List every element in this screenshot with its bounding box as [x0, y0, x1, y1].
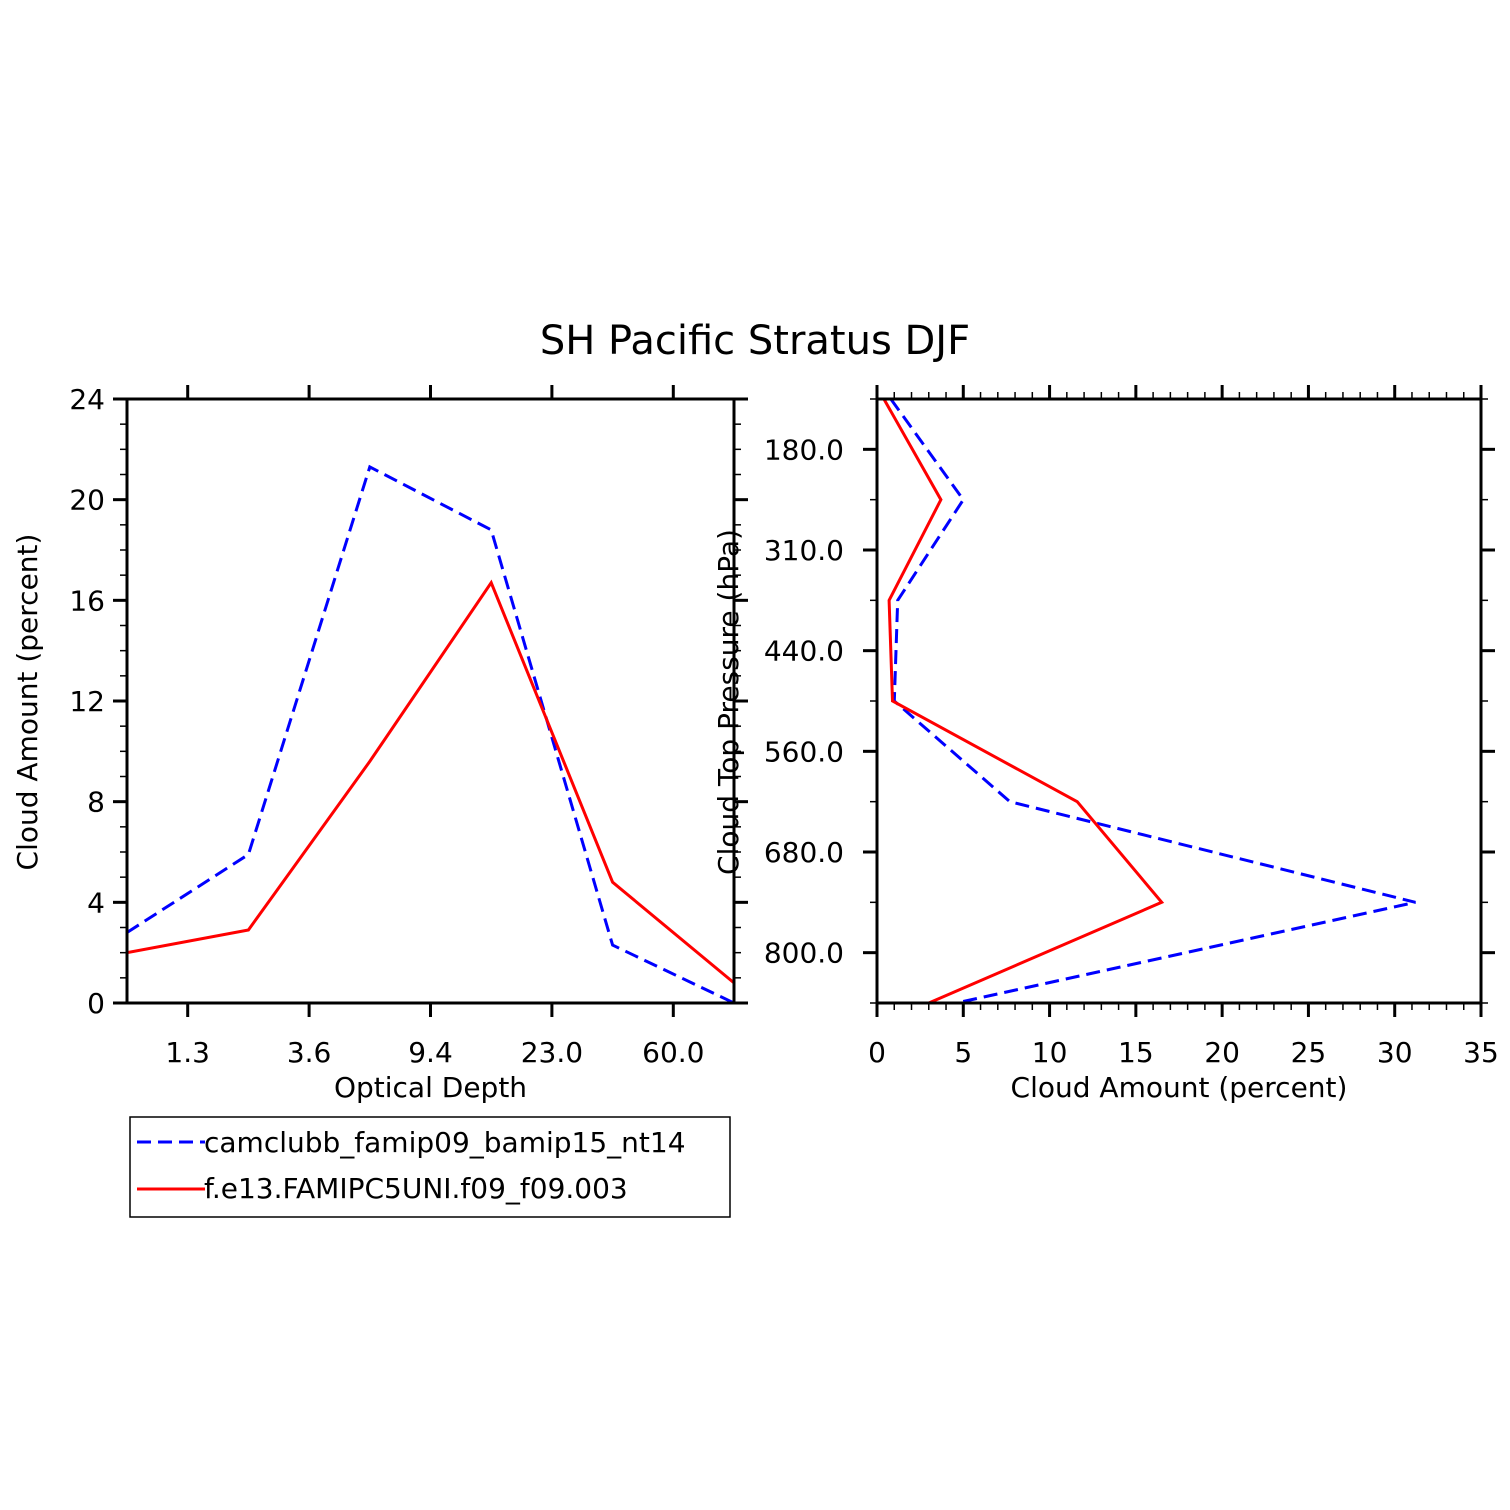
right-y-tick-label: 680.0 — [764, 836, 844, 869]
right-series-line-0 — [889, 398, 1416, 1005]
legend-box — [129, 1116, 731, 1218]
right-y-tick-label: 310.0 — [764, 534, 844, 567]
left-y-tick-label: 4 — [87, 886, 105, 919]
right-x-tick-label: 25 — [1291, 1036, 1327, 1069]
left-x-tick-label: 23.0 — [521, 1036, 583, 1069]
right-x-tick-label: 5 — [954, 1036, 972, 1069]
legend-label-fe13: f.e13.FAMIPC5UNI.f09_f09.003 — [204, 1172, 628, 1205]
left-y-tick-label: 12 — [69, 685, 105, 718]
right-y-tick-label: 180.0 — [764, 433, 844, 466]
left-y-tick-label: 20 — [69, 484, 105, 517]
left-series-line-1 — [126, 579, 735, 985]
right-x-tick-label: 35 — [1463, 1036, 1499, 1069]
left-y-tick-label: 8 — [87, 786, 105, 819]
right-y-tick-label: 560.0 — [764, 735, 844, 768]
left-y-tick-label: 24 — [69, 383, 105, 416]
left-y-tick-label: 0 — [87, 987, 105, 1020]
left-x-tick-label: 9.4 — [408, 1036, 453, 1069]
left-x-tick-label: 1.3 — [165, 1036, 210, 1069]
left-plot-frame — [125, 397, 736, 1005]
legend-label-camclubb: camclubb_famip09_bamip15_nt14 — [204, 1126, 686, 1159]
right-x-tick-label: 10 — [1032, 1036, 1068, 1069]
left-x-axis-title: Optical Depth — [334, 1071, 527, 1104]
right-x-tick-label: 15 — [1118, 1036, 1154, 1069]
right-series-line-1 — [882, 398, 1165, 1005]
left-x-tick-label: 60.0 — [642, 1036, 704, 1069]
chart-title: SH Pacific Stratus DJF — [540, 318, 970, 364]
right-x-axis-title: Cloud Amount (percent) — [1011, 1071, 1348, 1104]
right-y-tick-label: 800.0 — [764, 937, 844, 970]
right-x-tick-label: 20 — [1204, 1036, 1240, 1069]
left-series-line-0 — [126, 464, 735, 1005]
right-panel: 0 5 10 15 20 25 30 35 180.0 310.0 440.0 560.0 680.0 8… — [712, 385, 1499, 1104]
left-panel: 0 4 8 12 16 20 24 1.3 3.6 9.4 23.0 60.0 Optical Dept… — [11, 383, 748, 1104]
left-y-tick-label: 16 — [69, 584, 105, 617]
right-x-tick-label: 30 — [1377, 1036, 1413, 1069]
right-x-tick-label: 0 — [868, 1036, 886, 1069]
right-plot-frame — [875, 397, 1483, 1005]
left-x-tick-label: 3.6 — [287, 1036, 332, 1069]
right-y-tick-label: 440.0 — [764, 635, 844, 668]
legend: camclubb_famip09_bamip15_nt14 f.e13.FAMI… — [129, 1116, 731, 1218]
right-y-axis-title: Cloud Top Pressure (hPa) — [712, 529, 745, 875]
left-y-axis-title: Cloud Amount (percent) — [11, 534, 44, 871]
